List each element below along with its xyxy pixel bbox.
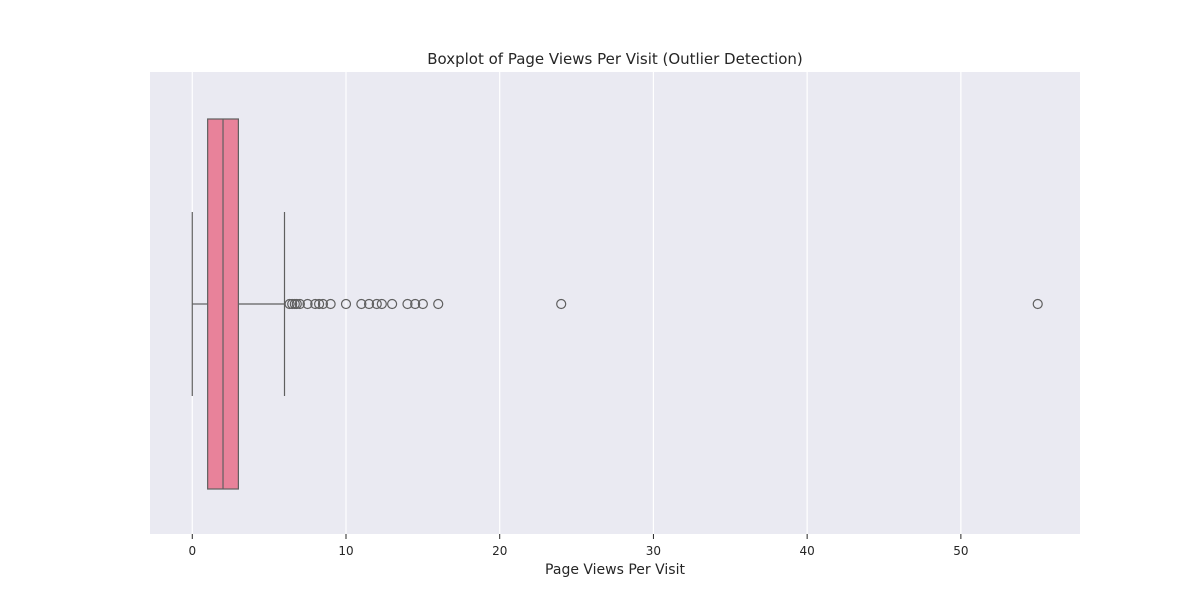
- x-tick-label: 0: [188, 544, 196, 558]
- x-tick-label: 40: [800, 544, 815, 558]
- x-tick-label: 50: [953, 544, 968, 558]
- chart-title: Boxplot of Page Views Per Visit (Outlier…: [427, 50, 803, 68]
- x-tick-label: 10: [338, 544, 353, 558]
- x-tick-label: 20: [492, 544, 507, 558]
- x-tick-label: 30: [646, 544, 661, 558]
- x-axis-label: Page Views Per Visit: [545, 562, 685, 578]
- x-axis-ticks: 0 10 20 30 40 50: [188, 534, 968, 558]
- plot-area: [150, 72, 1080, 534]
